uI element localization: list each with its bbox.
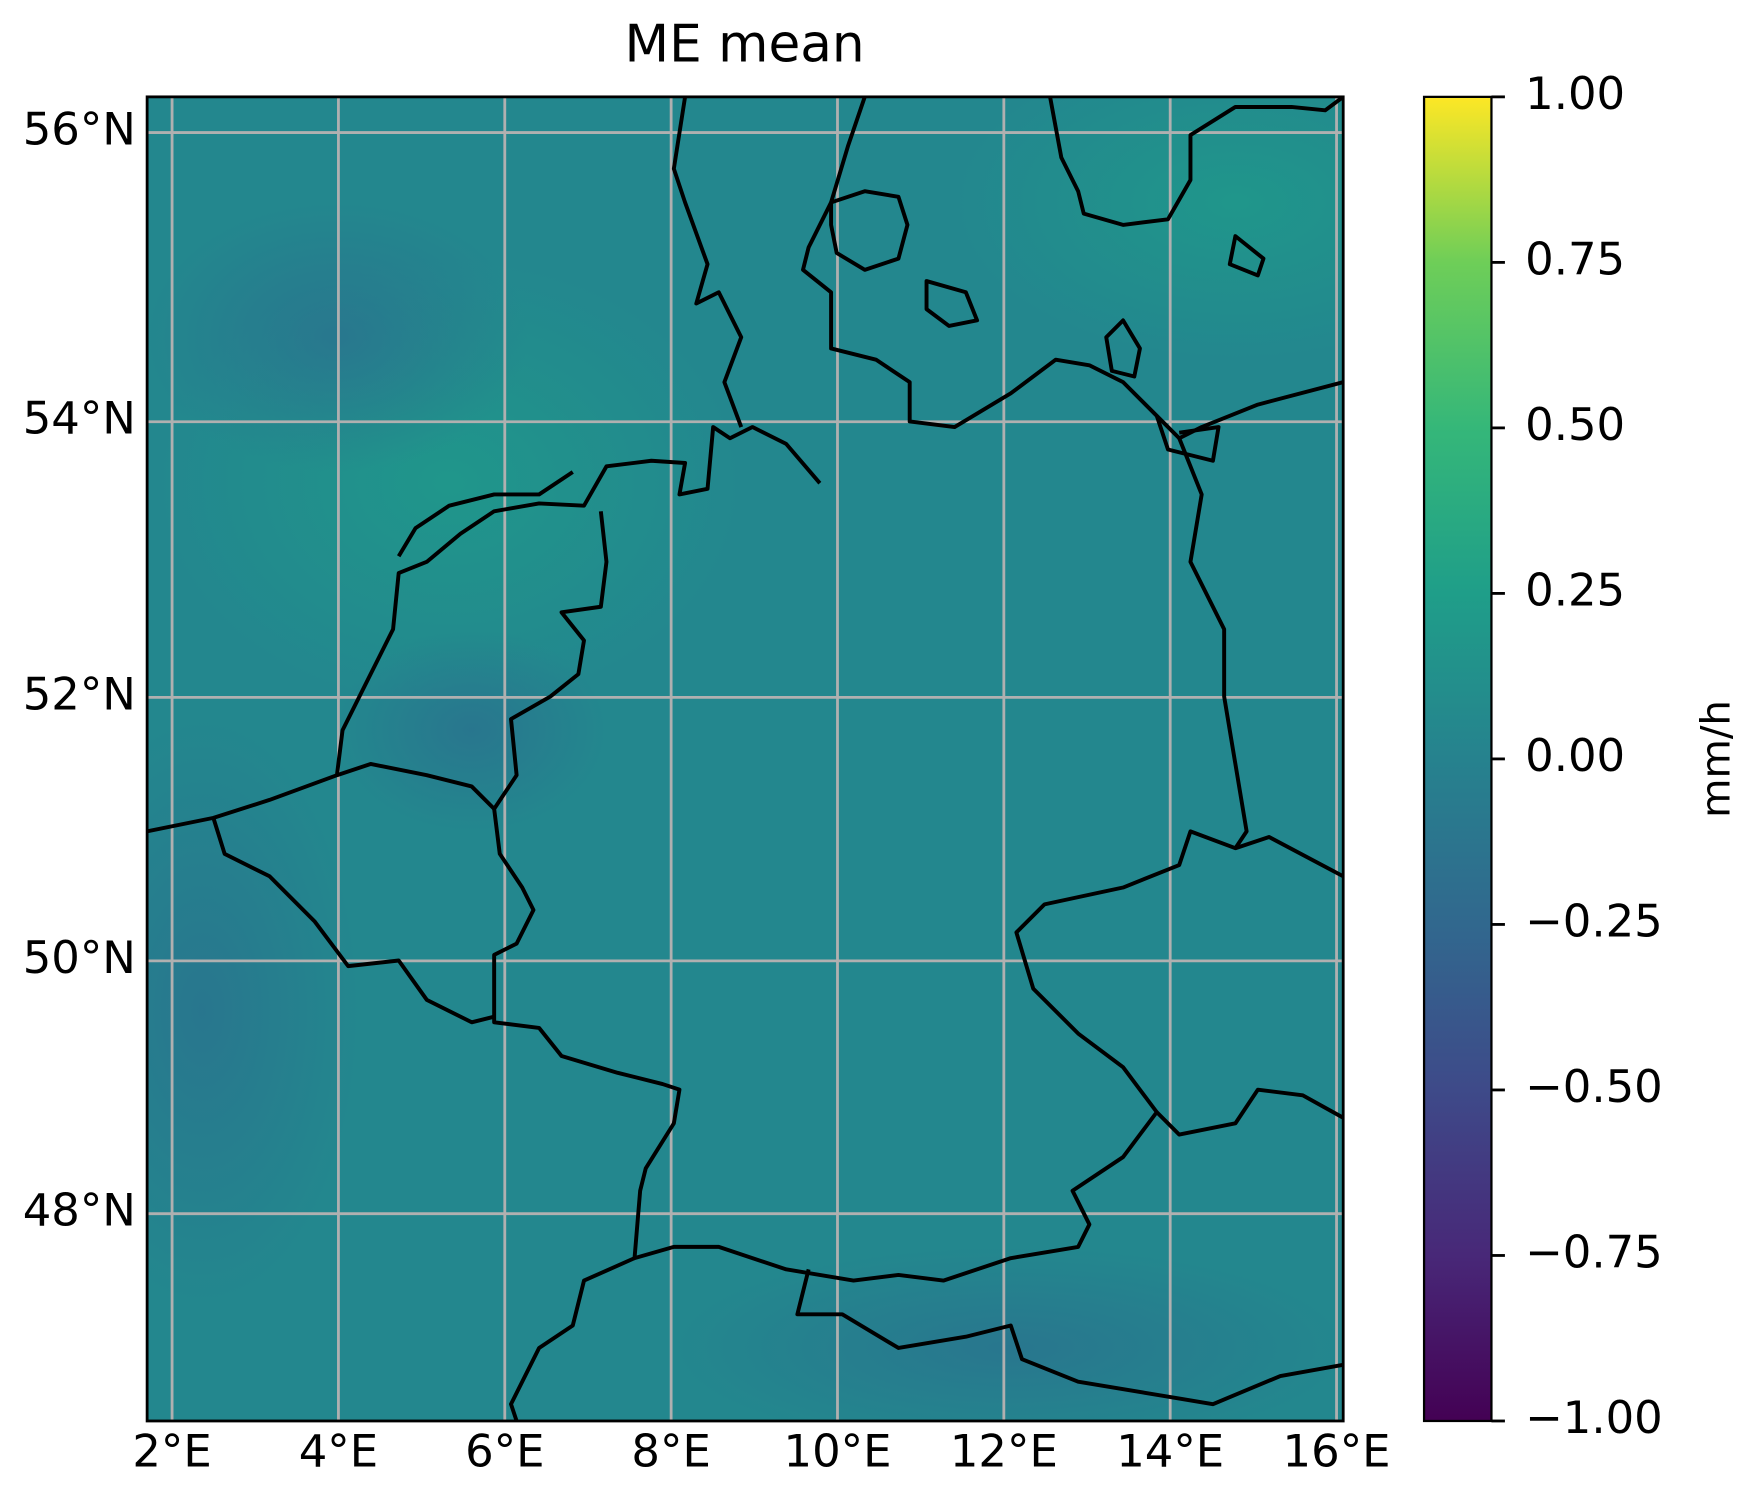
colorbar-tick-label: −1.00 <box>1525 1391 1663 1444</box>
y-tick-label: 52°N <box>23 667 136 720</box>
colorbar-tick-label: 0.75 <box>1525 232 1625 285</box>
map-frame <box>145 95 1345 1423</box>
x-tick-label: 16°E <box>1283 1425 1391 1478</box>
coastlines <box>147 96 1344 1421</box>
colorbar-tick-label: −0.25 <box>1525 894 1663 947</box>
colorbar-tick-label: 0.50 <box>1525 398 1625 451</box>
x-tick-label: 2°E <box>132 1425 211 1478</box>
chart-title: ME mean <box>625 14 865 74</box>
y-tick-label: 48°N <box>23 1184 136 1237</box>
y-tick-label: 56°N <box>23 103 136 156</box>
colorbar-tick-label: −0.75 <box>1525 1225 1663 1278</box>
map-field <box>147 96 1344 1421</box>
colorbar-tick-label: 0.25 <box>1525 563 1625 616</box>
x-tick-label: 10°E <box>784 1425 892 1478</box>
x-tick-label: 8°E <box>631 1425 710 1478</box>
colorbar-tick-label: 0.00 <box>1525 729 1625 782</box>
colorbar-label: mm/h <box>1691 700 1739 818</box>
y-tick-label: 54°N <box>23 392 136 445</box>
colorbar-tick-label: −0.50 <box>1525 1060 1663 1113</box>
x-tick-label: 4°E <box>299 1425 378 1478</box>
colorbar-tick-label: 1.00 <box>1525 67 1625 120</box>
y-tick-label: 50°N <box>23 931 136 984</box>
x-tick-label: 12°E <box>950 1425 1058 1478</box>
x-tick-label: 6°E <box>465 1425 544 1478</box>
x-tick-label: 14°E <box>1116 1425 1224 1478</box>
colorbar <box>1422 95 1493 1423</box>
